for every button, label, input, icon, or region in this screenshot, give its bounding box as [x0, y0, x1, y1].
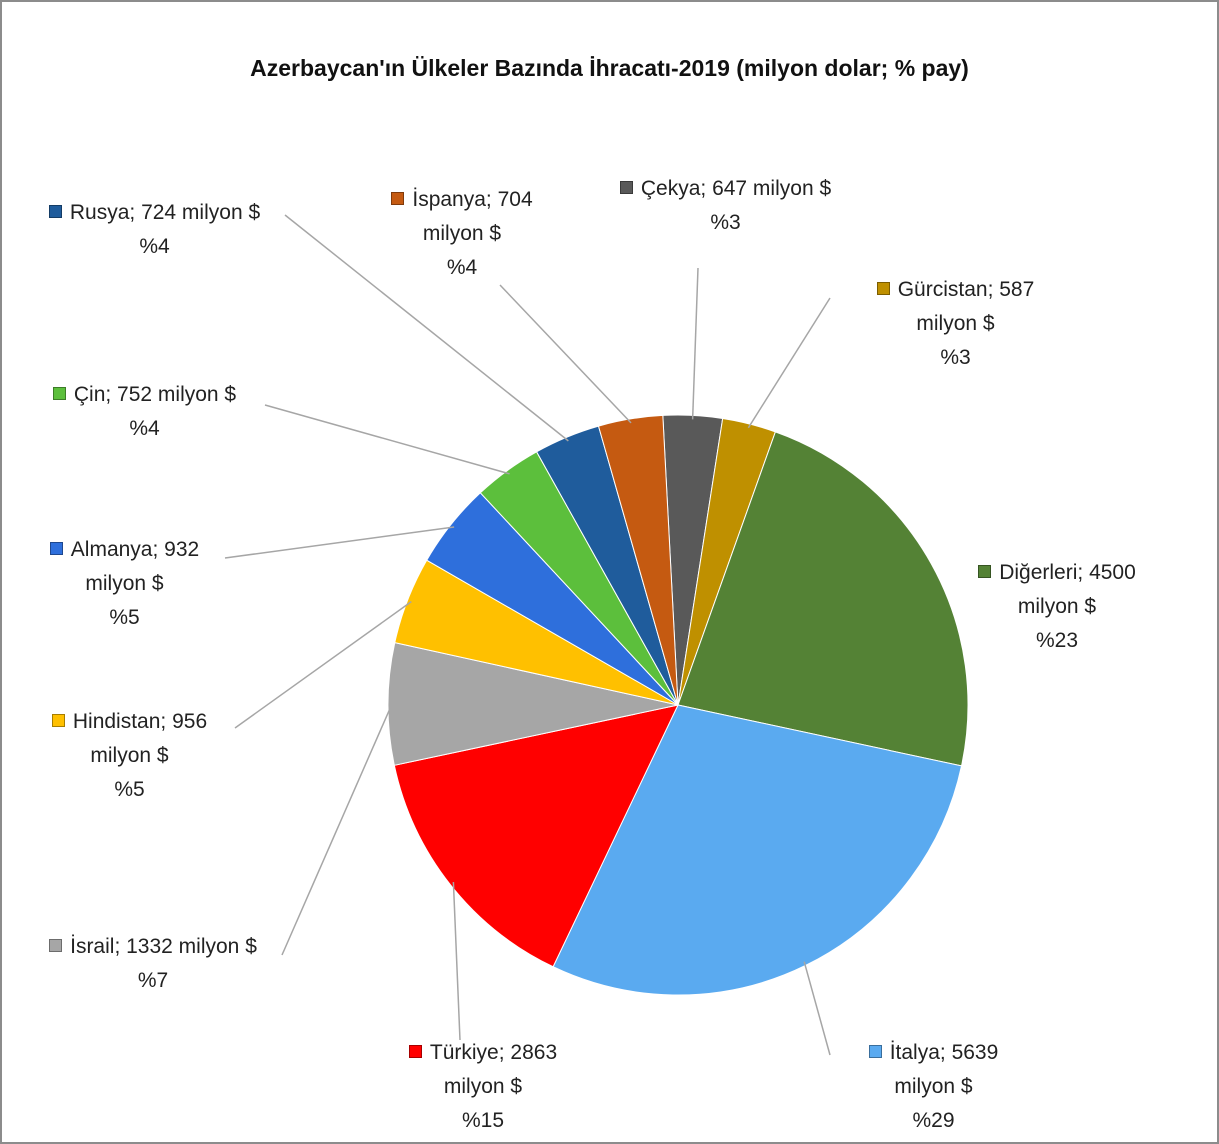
leader-line	[691, 267, 699, 420]
leader-line	[224, 526, 455, 559]
legend-key	[868, 1045, 882, 1058]
percent-label: %29	[912, 1109, 955, 1132]
label-separator: ;	[114, 935, 127, 958]
legend-key	[49, 939, 63, 952]
label-separator: ;	[1077, 561, 1090, 584]
label-main: Diğerleri; 4500 milyon $	[946, 556, 1168, 624]
category-label: Diğerleri	[999, 561, 1078, 584]
percent-label: %23	[1035, 629, 1079, 652]
label-main: İtalya; 5639 milyon $	[836, 1036, 1031, 1104]
percent-label: %5	[114, 778, 145, 801]
pie-slice	[677, 431, 969, 767]
data-label: Türkiye; 2863 milyon $ %15	[383, 1036, 583, 1138]
value-label: 4500 milyon $	[1017, 561, 1136, 618]
data-label: İspanya; 704 milyon $ %4	[362, 183, 562, 285]
legend-key	[876, 282, 890, 295]
leader-line	[747, 297, 831, 429]
percent-label: %5	[109, 606, 140, 629]
percent-label: %4	[129, 417, 160, 440]
value-label: 724 milyon $	[141, 201, 261, 224]
label-separator: ;	[105, 383, 118, 406]
value-label: 1332 milyon $	[126, 935, 257, 958]
label-main: Rusya; 724 milyon $	[22, 196, 287, 230]
data-label: Almanya; 932 milyon $ %5	[22, 533, 227, 635]
data-label: Rusya; 724 milyon $ %4	[22, 196, 287, 264]
leader-line	[281, 703, 393, 956]
data-label: Çin; 752 milyon $ %4	[22, 378, 267, 446]
value-label: 704 milyon $	[422, 188, 533, 245]
leader-line	[264, 404, 510, 475]
value-label: 956 milyon $	[90, 710, 208, 767]
legend-key	[619, 181, 633, 194]
value-label: 752 milyon $	[117, 383, 237, 406]
legend-key	[408, 1045, 422, 1058]
value-label: 587 milyon $	[916, 278, 1035, 335]
percent-label: %7	[137, 969, 169, 992]
leader-line	[284, 214, 569, 442]
label-main: Çin; 752 milyon $	[22, 378, 267, 412]
label-main: İsrail; 1332 milyon $	[22, 930, 284, 964]
label-separator: ;	[939, 1041, 952, 1064]
legend-key	[48, 205, 62, 218]
category-label: Almanya	[70, 538, 153, 561]
percent-label: %3	[710, 211, 741, 234]
label-main: Hindistan; 956 milyon $	[22, 705, 237, 773]
percent-label: %4	[139, 235, 170, 258]
category-label: Hindistan	[72, 710, 161, 733]
category-label: Gürcistan	[897, 278, 988, 301]
label-main: İspanya; 704 milyon $	[362, 183, 562, 251]
value-label: 647 milyon $	[712, 177, 832, 200]
legend-key	[49, 542, 63, 555]
data-label: Diğerleri; 4500 milyon $ %23	[946, 556, 1168, 658]
chart-title: Azerbaycan'ın Ülkeler Bazında İhracatı-2…	[250, 55, 969, 81]
legend-key	[391, 192, 405, 205]
label-separator: ;	[498, 1041, 511, 1064]
category-label: İspanya	[412, 188, 486, 211]
category-label: Çin	[73, 383, 106, 406]
value-label: 5639 milyon $	[894, 1041, 999, 1098]
legend-key	[978, 565, 992, 578]
leader-line	[452, 882, 461, 1041]
leader-line	[499, 284, 632, 424]
data-label: Hindistan; 956 milyon $ %5	[22, 705, 237, 807]
data-label: Çekya; 647 milyon $ %3	[598, 172, 853, 240]
pie-slice	[597, 414, 679, 706]
data-label: İsrail; 1332 milyon $ %7	[22, 930, 284, 998]
leader-line	[234, 601, 412, 729]
data-label: Gürcistan; 587 milyon $ %3	[848, 273, 1063, 375]
pie-slice	[393, 704, 679, 968]
label-separator: ;	[129, 201, 142, 224]
data-label: İtalya; 5639 milyon $ %29	[836, 1036, 1031, 1138]
value-label: 932 milyon $	[85, 538, 200, 595]
pie-slice	[387, 642, 679, 766]
label-main: Gürcistan; 587 milyon $	[848, 273, 1063, 341]
category-label: Türkiye	[429, 1041, 499, 1064]
category-label: İsrail	[70, 935, 115, 958]
label-main: Almanya; 932 milyon $	[22, 533, 227, 601]
label-separator: ;	[700, 177, 713, 200]
category-label: Rusya	[69, 201, 130, 224]
value-label: 2863 milyon $	[443, 1041, 558, 1098]
leader-line	[803, 961, 831, 1056]
legend-key	[51, 714, 65, 727]
percent-label: %4	[446, 256, 478, 279]
percent-label: %3	[940, 346, 971, 369]
label-separator: ;	[152, 538, 165, 561]
label-separator: ;	[987, 278, 1000, 301]
legend-key	[52, 387, 66, 400]
label-main: Çekya; 647 milyon $	[598, 172, 853, 206]
label-separator: ;	[485, 188, 498, 211]
label-separator: ;	[160, 710, 173, 733]
category-label: Çekya	[640, 177, 701, 200]
category-label: İtalya	[889, 1041, 940, 1064]
percent-label: %15	[461, 1109, 505, 1132]
label-main: Türkiye; 2863 milyon $	[383, 1036, 583, 1104]
